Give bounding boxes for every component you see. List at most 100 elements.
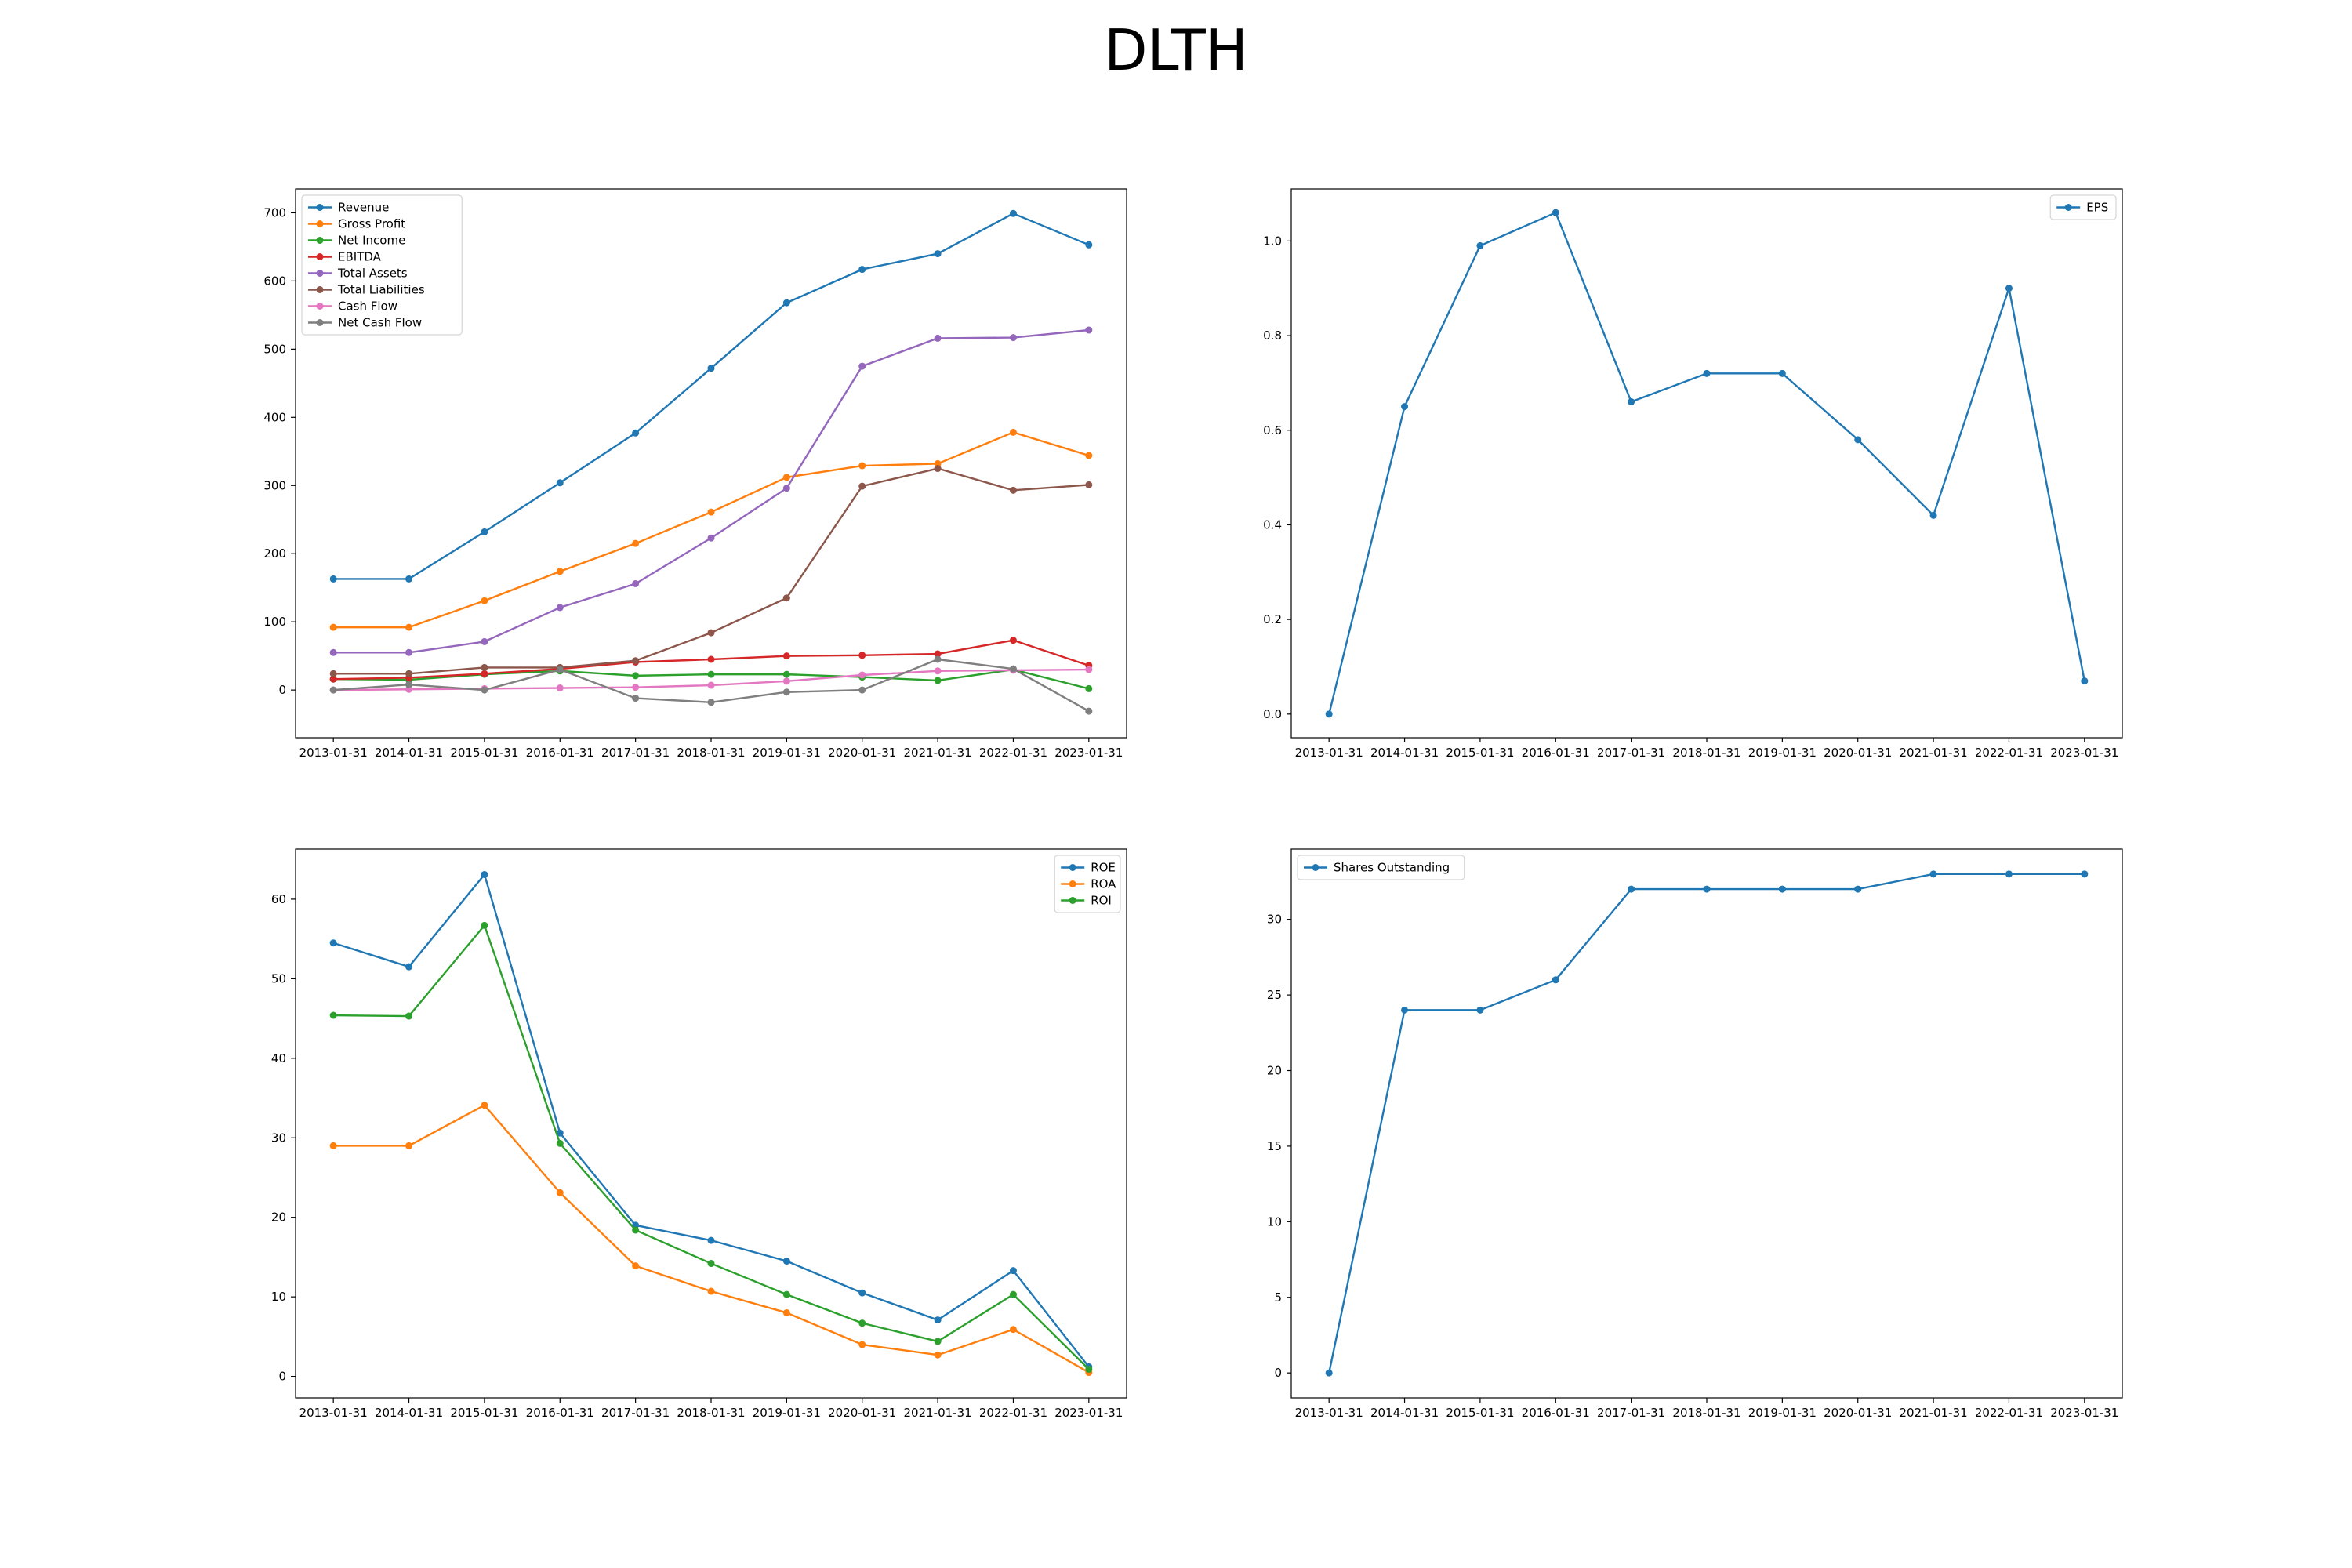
data-point bbox=[1009, 334, 1017, 342]
data-point bbox=[858, 266, 866, 274]
subplot-3: 2013-01-31 2014-01-31 2015-01-31 2016-01-31… bbox=[271, 848, 1127, 1420]
data-point bbox=[1401, 403, 1409, 411]
series-roe bbox=[329, 870, 1093, 1370]
data-point bbox=[782, 677, 790, 685]
legend-label: EPS bbox=[2086, 201, 2108, 215]
data-point bbox=[556, 568, 564, 575]
y-tick-label: 100 bbox=[263, 615, 286, 629]
data-point bbox=[329, 648, 337, 656]
legend-label: Net Cash Flow bbox=[338, 316, 422, 330]
data-point bbox=[1009, 637, 1017, 644]
data-point bbox=[782, 652, 790, 660]
data-point bbox=[1085, 241, 1093, 249]
y-tick-label: 0.8 bbox=[1263, 328, 1282, 343]
data-point bbox=[556, 1139, 564, 1147]
data-point bbox=[405, 1142, 413, 1149]
x-tick-label: 2015-01-31 bbox=[1446, 1406, 1514, 1420]
x-tick-label: 2015-01-31 bbox=[450, 1406, 518, 1420]
x-tick-label: 2021-01-31 bbox=[903, 1406, 971, 1420]
data-point bbox=[934, 650, 942, 658]
x-tick-label: 2014-01-31 bbox=[1370, 746, 1439, 760]
legend-marker bbox=[316, 237, 324, 244]
x-tick-label: 2017-01-31 bbox=[601, 1406, 670, 1420]
legend-marker bbox=[1069, 897, 1076, 904]
y-tick-label: 30 bbox=[271, 1131, 286, 1145]
data-point bbox=[329, 575, 337, 583]
data-point bbox=[1854, 436, 1862, 444]
data-point bbox=[329, 1142, 337, 1149]
data-point bbox=[1552, 209, 1559, 216]
series-revenue bbox=[329, 209, 1093, 583]
x-tick-label: 2017-01-31 bbox=[1597, 1406, 1665, 1420]
data-point bbox=[1929, 870, 1937, 878]
data-point bbox=[405, 623, 413, 631]
data-point bbox=[1085, 666, 1093, 673]
data-point bbox=[1778, 369, 1786, 377]
y-tick-label: 400 bbox=[263, 410, 286, 424]
data-point bbox=[329, 623, 337, 631]
data-point bbox=[481, 921, 488, 929]
legend-marker bbox=[1312, 864, 1319, 871]
data-point bbox=[405, 648, 413, 656]
data-point bbox=[707, 629, 715, 637]
data-point bbox=[632, 1226, 640, 1234]
data-point bbox=[858, 1319, 866, 1327]
legend-label: Cash Flow bbox=[338, 299, 397, 314]
data-point bbox=[782, 1308, 790, 1316]
y-tick-label: 15 bbox=[1267, 1139, 1282, 1153]
x-tick-label: 2016-01-31 bbox=[526, 1406, 594, 1420]
data-point bbox=[707, 655, 715, 663]
data-point bbox=[858, 652, 866, 659]
x-tick-label: 2013-01-31 bbox=[299, 746, 368, 760]
x-tick-label: 2013-01-31 bbox=[299, 1406, 368, 1420]
y-tick-label: 10 bbox=[271, 1290, 286, 1304]
data-point bbox=[1085, 326, 1093, 334]
subplot-1: 2013-01-31 2014-01-31 2015-01-31 2016-01-31… bbox=[263, 188, 1127, 760]
data-point bbox=[1085, 481, 1093, 488]
legend-label: ROA bbox=[1091, 877, 1116, 891]
x-tick-label: 2015-01-31 bbox=[1446, 746, 1514, 760]
data-point bbox=[481, 686, 488, 694]
x-tick-label: 2016-01-31 bbox=[1522, 746, 1590, 760]
data-point bbox=[1628, 398, 1635, 406]
x-tick-label: 2020-01-31 bbox=[1824, 1406, 1892, 1420]
x-tick-label: 2023-01-31 bbox=[2050, 746, 2118, 760]
y-tick-label: 1.0 bbox=[1263, 234, 1282, 248]
data-point bbox=[632, 695, 640, 702]
data-point bbox=[2005, 870, 2013, 878]
legend-label: Shares Outstanding bbox=[1334, 861, 1450, 875]
x-tick-label: 2018-01-31 bbox=[677, 746, 745, 760]
data-point bbox=[707, 1260, 715, 1268]
y-tick-label: 600 bbox=[263, 274, 286, 288]
axes-frame bbox=[295, 848, 1127, 1399]
data-point bbox=[707, 1287, 715, 1295]
series-line bbox=[333, 328, 1089, 654]
data-point bbox=[1703, 885, 1711, 893]
data-point bbox=[782, 594, 790, 602]
x-tick-label: 2019-01-31 bbox=[1748, 1406, 1817, 1420]
data-point bbox=[405, 670, 413, 677]
data-point bbox=[632, 672, 640, 680]
data-point bbox=[1009, 1290, 1017, 1298]
x-tick-label: 2019-01-31 bbox=[753, 746, 821, 760]
legend-box bbox=[2049, 194, 2117, 220]
data-point bbox=[632, 579, 640, 587]
series-gross-profit bbox=[329, 428, 1093, 631]
data-point bbox=[934, 677, 942, 684]
x-tick-label: 2020-01-31 bbox=[1824, 746, 1892, 760]
legend-marker bbox=[1069, 880, 1076, 887]
data-point bbox=[632, 429, 640, 437]
y-tick-label: 20 bbox=[1267, 1064, 1282, 1078]
data-point bbox=[934, 1338, 942, 1345]
subplot-2: 2013-01-31 2014-01-31 2015-01-31 2016-01-31… bbox=[1263, 188, 2123, 760]
y-tick-label: 700 bbox=[263, 205, 286, 220]
series-eps bbox=[1325, 209, 2089, 718]
data-point bbox=[1009, 1267, 1017, 1275]
data-point bbox=[934, 1316, 942, 1324]
legend-marker bbox=[316, 286, 324, 293]
legend-marker bbox=[316, 303, 324, 310]
y-tick-label: 50 bbox=[271, 971, 286, 985]
data-point bbox=[405, 681, 413, 688]
data-point bbox=[1476, 241, 1484, 249]
x-tick-label: 2013-01-31 bbox=[1295, 1406, 1363, 1420]
